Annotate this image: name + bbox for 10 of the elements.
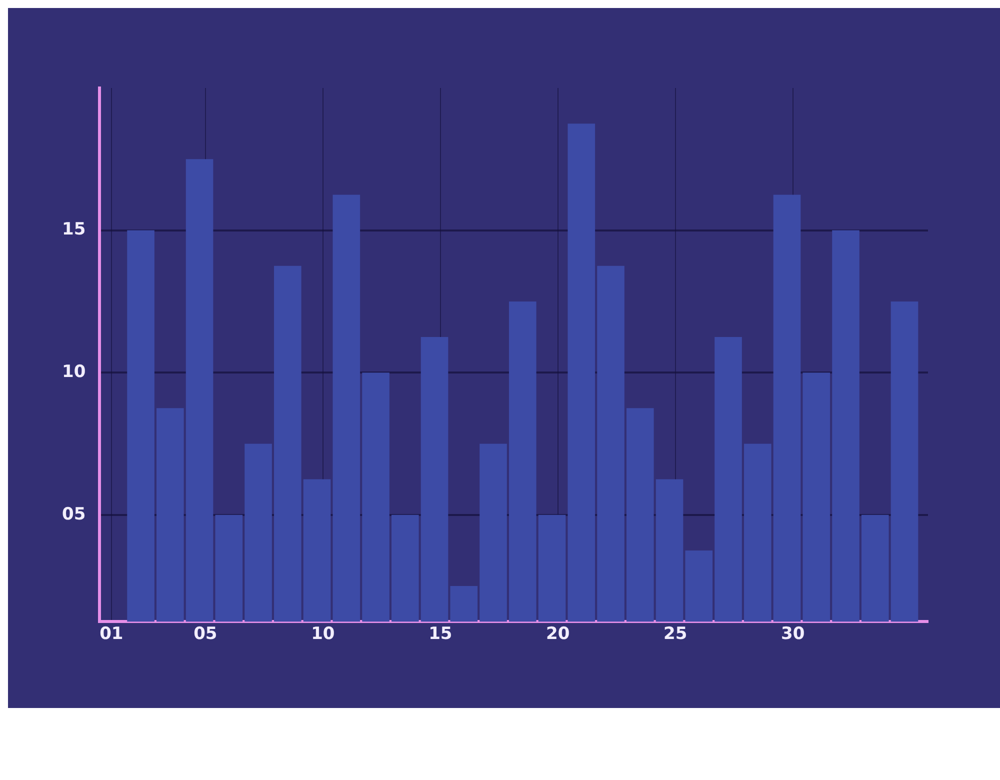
x-tick-label: 15	[428, 624, 452, 644]
x-tick-label: 10	[311, 624, 335, 644]
x-tick-label: 01	[100, 624, 124, 644]
y-tick-label: 15	[62, 220, 86, 240]
y-tick-label: 10	[62, 362, 86, 382]
x-tick-label: 20	[546, 624, 570, 644]
x-tick-label: 05	[194, 624, 218, 644]
x-tick-label: 30	[781, 624, 805, 644]
y-tick-label: 05	[62, 504, 86, 524]
x-tick-label: 25	[664, 624, 688, 644]
